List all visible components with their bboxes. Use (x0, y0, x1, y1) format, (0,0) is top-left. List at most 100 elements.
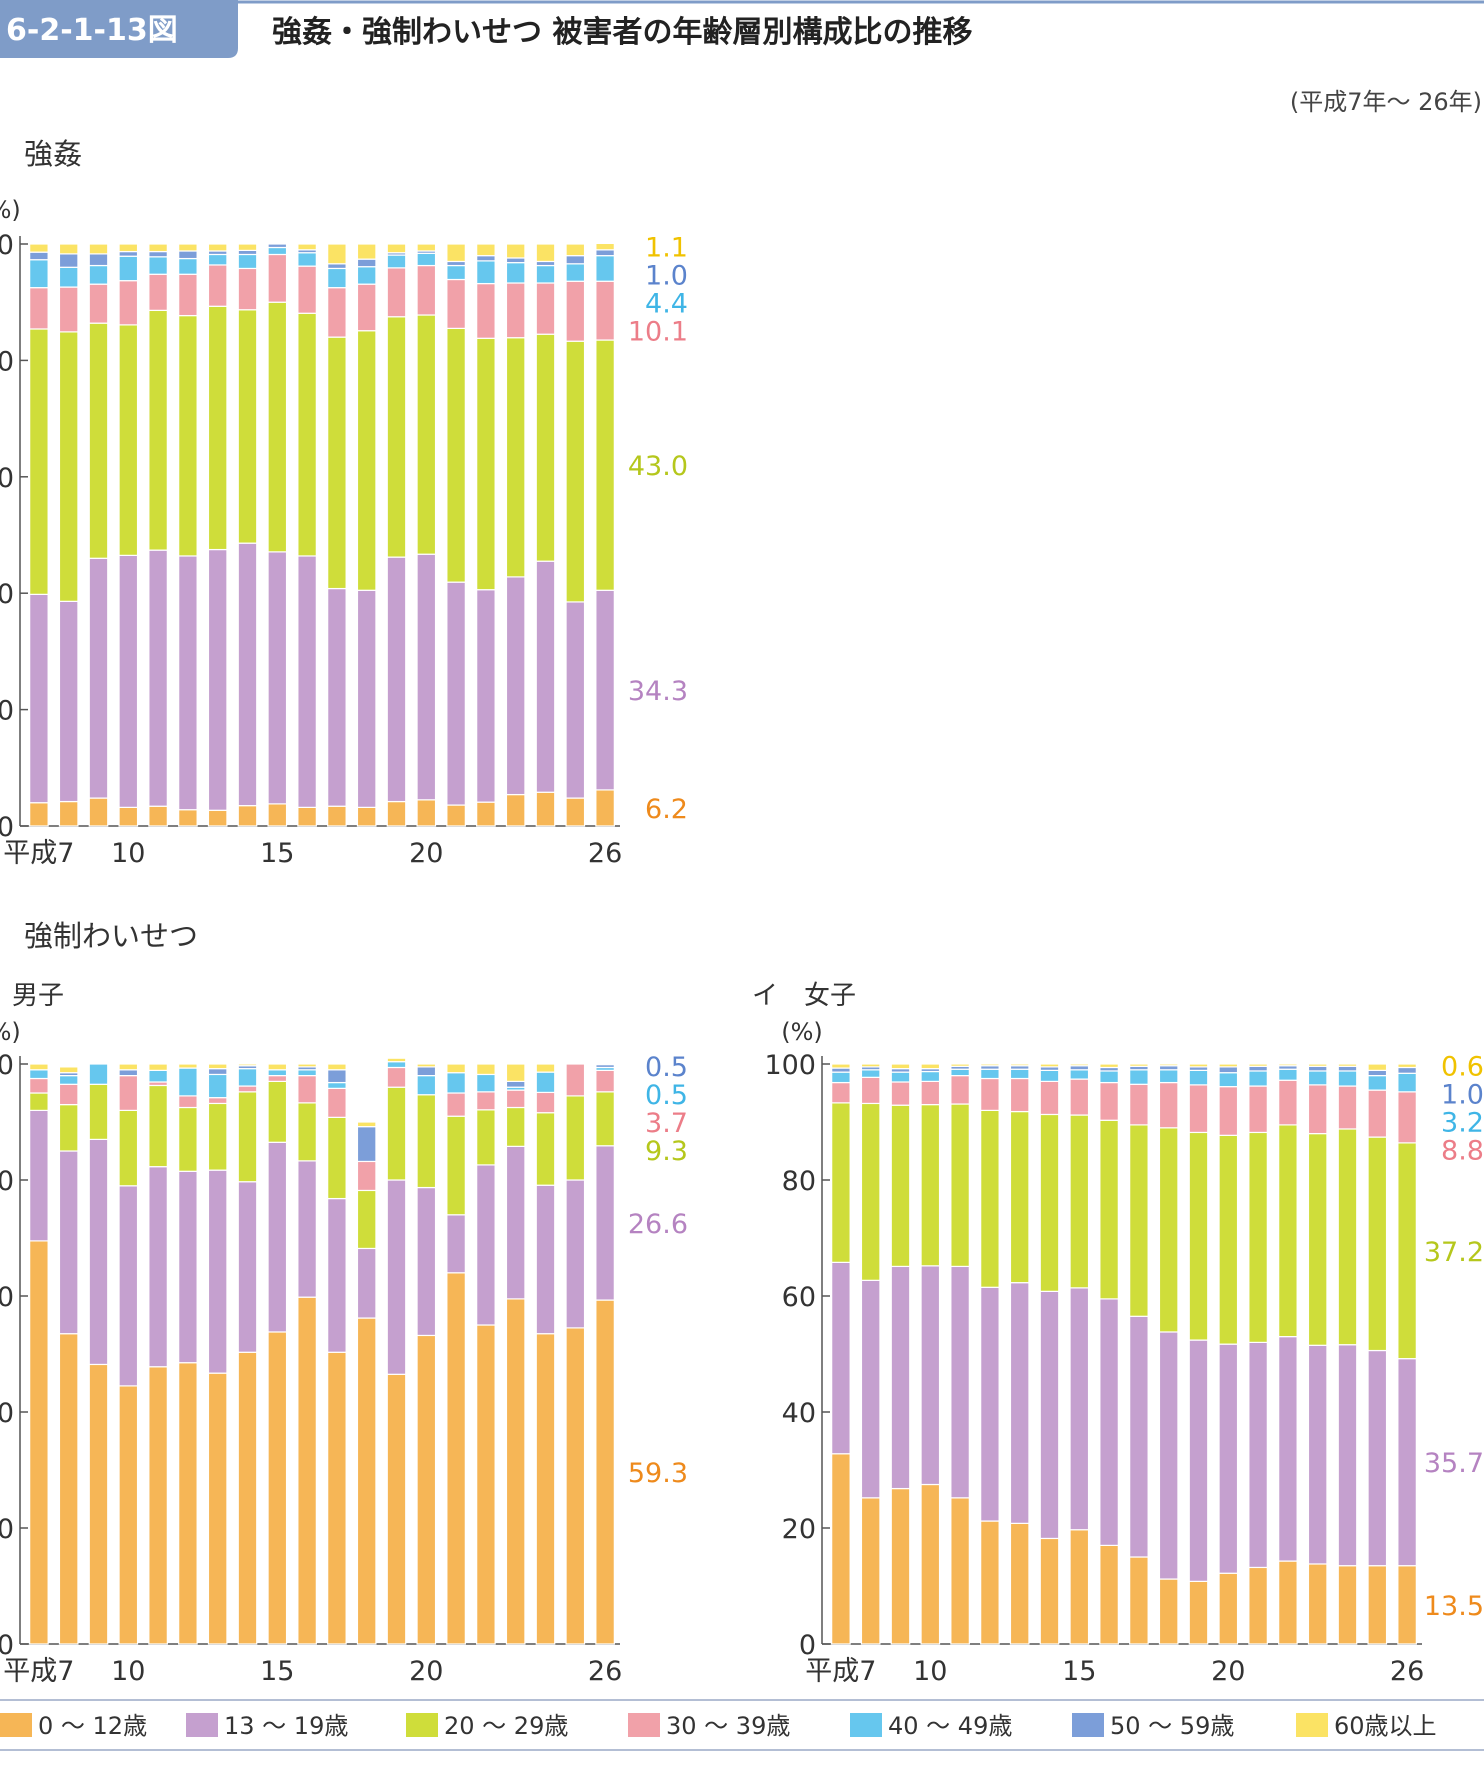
bar-segment-40-49 (1099, 1070, 1119, 1084)
bar-segment-30-39 (178, 1095, 198, 1109)
bar-segment-60-plus (207, 243, 228, 252)
bar-segment-30-39 (890, 1081, 911, 1106)
bar-segment-0-12 (267, 803, 288, 827)
bar-segment-50-59 (148, 250, 168, 258)
bar-segment-30-39 (950, 1074, 970, 1105)
bar-segment-13-19 (980, 1286, 1000, 1522)
bar-segment-13-19 (505, 1145, 526, 1300)
bar-segment-13-19 (920, 1265, 941, 1486)
legend-label-20-29: 20 〜 29歳 (444, 1712, 568, 1740)
bar-segment-20-29 (237, 309, 258, 544)
end-value-label-50-59: 1.0 (645, 261, 688, 292)
bar-segment-20-29 (1188, 1131, 1209, 1341)
bar-segment-60-plus (1009, 1063, 1030, 1067)
bar-segment-0-12 (386, 1373, 407, 1645)
x-tick-label: 26 (588, 838, 622, 869)
bar-segment-40-49 (476, 260, 496, 285)
bar-segment-13-19 (88, 1138, 109, 1366)
bar-segment-40-49 (831, 1071, 851, 1084)
legend: 0 〜 12歳 13 〜 19歳 20 〜 29歳 30 〜 39歳 40 〜 49歳 5… (0, 1699, 1484, 1751)
bar-segment-40-49 (58, 1074, 79, 1085)
bar-segment-0-12 (565, 1327, 586, 1645)
bar-segment-0-12 (29, 802, 49, 827)
bar-segment-60-plus (416, 1063, 437, 1068)
bar-segment-20-29 (1248, 1131, 1268, 1343)
bar-segment-60-plus (595, 242, 615, 251)
bar-segment-20-29 (535, 333, 556, 562)
x-tick-label: 平成7 (3, 838, 74, 869)
bar-segment-20-29 (386, 1086, 407, 1181)
bar-segment-0-12 (88, 1363, 109, 1645)
bar-segment-40-49 (860, 1069, 881, 1078)
end-value-label-13-19: 34.3 (628, 676, 688, 707)
legend-label-40-49: 40 〜 49歳 (888, 1712, 1012, 1740)
bar-segment-0-12 (356, 1317, 377, 1645)
bar-segment-13-19 (1009, 1282, 1030, 1524)
bar-segment-60-plus (327, 1063, 347, 1071)
bar-segment-40-49 (1069, 1069, 1090, 1080)
bar-segment-30-39 (1248, 1085, 1268, 1134)
bar-segment-0-12 (356, 806, 377, 827)
end-value-label-30-39: 3.7 (645, 1108, 688, 1139)
bar-segment-40-49 (148, 1069, 168, 1083)
bar-segment-30-39 (446, 1092, 466, 1117)
bar-segment-50-59 (1337, 1065, 1358, 1072)
bar-segment-13-19 (386, 1179, 407, 1375)
x-tick-label: 平成7 (805, 1656, 876, 1687)
bar-segment-20-29 (356, 330, 377, 591)
bar-segment-20-29 (88, 1083, 109, 1141)
end-value-label-13-19: 26.6 (628, 1209, 688, 1240)
bar-segment-60-plus (950, 1063, 970, 1067)
bar-segment-30-39 (1337, 1085, 1358, 1130)
bar-segment-50-59 (58, 253, 79, 268)
bar-segment-40-49 (1248, 1070, 1268, 1087)
bar-segment-50-59 (356, 258, 377, 268)
bar-segment-13-19 (535, 560, 556, 793)
bar-segment-60-plus (29, 1063, 49, 1071)
y-tick-label: 60 (782, 1282, 816, 1313)
bar-segment-13-19 (327, 1197, 347, 1353)
legend-label-60-plus: 60歳以上 (1334, 1712, 1437, 1740)
bar-segment-60-plus (356, 1121, 377, 1128)
bar-segment-20-29 (595, 1091, 615, 1147)
bar-segment-13-19 (88, 557, 109, 799)
bar-segment-13-19 (178, 1170, 198, 1364)
bar-segment-13-19 (1307, 1344, 1328, 1565)
bar-segment-40-49 (1367, 1074, 1388, 1091)
bar-segment-13-19 (890, 1265, 911, 1490)
bar-segment-50-59 (29, 251, 49, 261)
bar-segment-40-49 (178, 1067, 198, 1097)
bar-segment-0-12 (535, 791, 556, 827)
bar-segment-30-39 (1129, 1083, 1149, 1126)
bar-segment-50-59 (207, 1068, 228, 1076)
bar-segment-60-plus (890, 1063, 911, 1070)
bar-segment-50-59 (327, 263, 347, 270)
bar-segment-0-12 (207, 1372, 228, 1645)
y-tick-label: 0 (799, 1630, 816, 1661)
bar-segment-20-29 (446, 1115, 466, 1216)
bar-segment-30-39 (505, 282, 526, 339)
bar-segment-20-29 (207, 305, 228, 551)
bar-segment-60-plus (535, 1063, 556, 1073)
bar-segment-0-12 (1218, 1572, 1239, 1645)
bar-segment-30-39 (535, 1091, 556, 1114)
bar-segment-13-19 (267, 551, 288, 805)
x-tick-label: 20 (409, 1656, 443, 1687)
bar-segment-30-39 (29, 1077, 49, 1094)
bar-segment-40-49 (1158, 1069, 1179, 1084)
bar-segment-13-19 (860, 1279, 881, 1499)
bar-segment-60-plus (1129, 1063, 1149, 1067)
bar-segment-20-29 (860, 1102, 881, 1281)
bar-segment-20-29 (1039, 1113, 1060, 1292)
bar-segment-0-12 (595, 1299, 615, 1645)
bar-segment-60-plus (148, 243, 168, 253)
bar-segment-20-29 (327, 1116, 347, 1200)
bar-segment-60-plus (327, 243, 347, 265)
bar-segment-20-29 (386, 316, 407, 558)
bar-segment-20-29 (1218, 1134, 1239, 1345)
end-value-label-60-plus: 1.1 (645, 233, 688, 264)
bar-segment-50-59 (118, 1069, 139, 1077)
bar-segment-30-39 (535, 282, 556, 335)
bar-segment-20-29 (29, 1092, 49, 1111)
